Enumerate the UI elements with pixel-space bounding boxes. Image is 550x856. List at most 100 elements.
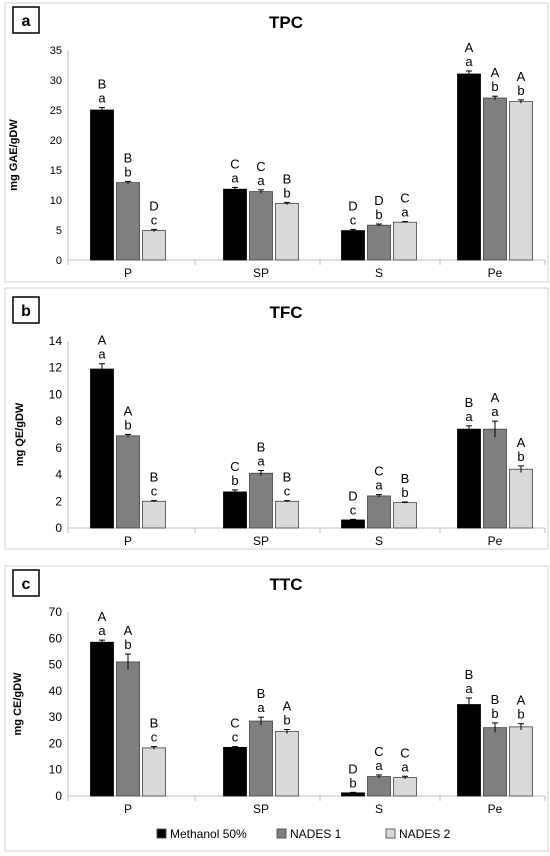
significance-letter-lower: c [232,730,239,745]
panel-label: b [21,303,31,320]
legend-swatch [276,828,287,839]
bar [249,191,273,261]
chart-title: TTC [269,575,302,594]
bar [367,224,391,261]
significance-letter-lower: c [151,484,158,499]
significance-letter-lower: b [283,185,290,200]
significance-letter-upper: C [256,159,265,174]
significance-letter-upper: D [149,198,158,213]
bar [275,203,299,261]
significance-letter-upper: C [400,745,409,760]
y-tick-label: 12 [49,361,63,375]
significance-letter-lower: b [491,706,498,721]
significance-letter-upper: B [401,471,410,486]
y-tick-label: 6 [55,441,62,455]
y-axis-label: mg GAE/gDW [8,119,20,191]
bar [116,661,140,797]
significance-letter-upper: D [348,488,357,503]
y-tick-label: 10 [50,195,62,207]
significance-letter-lower: c [350,212,357,227]
significance-letter-lower: b [124,418,131,433]
significance-letter-upper: C [374,464,383,479]
panel-label-box [12,296,40,324]
significance-letter-upper: A [517,693,526,708]
significance-letter-upper: D [348,198,357,213]
significance-letter-upper: A [491,390,500,405]
significance-letter-upper: C [374,744,383,759]
bar [483,97,507,261]
significance-letter-lower: a [257,700,265,715]
legend-swatch [385,828,396,839]
significance-letter-upper: A [283,698,292,713]
y-tick-label: 10 [49,387,63,401]
significance-letter-upper: B [283,171,292,186]
significance-letter-lower: a [98,347,106,362]
bar [90,641,114,797]
bar [90,368,114,529]
significance-letter-lower: b [124,164,131,179]
x-tick-label: S [375,266,383,280]
x-tick-label: P [124,802,132,816]
significance-letter-upper: C [230,156,239,171]
bar [367,776,391,797]
y-tick-label: 4 [55,468,62,482]
significance-letter-upper: D [374,193,383,208]
bar [457,704,481,797]
y-tick-label: 0 [55,789,62,803]
significance-letter-lower: b [349,775,356,790]
bar [223,491,247,529]
y-axis-label: mg CE/gDW [12,672,24,736]
y-tick-label: 35 [50,45,62,57]
significance-letter-lower: a [257,173,265,188]
bar [509,726,533,797]
bar [341,230,365,261]
significance-letter-lower: a [257,454,265,469]
significance-letter-upper: B [465,667,474,682]
chart-title: TPC [269,13,303,32]
bar [249,472,273,529]
significance-letter-upper: A [124,404,133,419]
bar [142,747,166,797]
significance-letter-upper: C [400,191,409,206]
x-tick-label: Pe [488,802,503,816]
x-tick-label: S [375,802,383,816]
bar [275,731,299,797]
significance-letter-upper: B [257,440,266,455]
significance-letter-lower: b [517,449,524,464]
significance-letter-lower: a [465,681,473,696]
significance-letter-lower: b [231,473,238,488]
y-tick-label: 0 [55,521,62,535]
y-tick-label: 30 [49,710,63,724]
x-tick-label: P [124,534,132,548]
bar [367,495,391,529]
y-tick-label: 0 [56,255,62,267]
significance-letter-lower: b [401,485,408,500]
y-tick-label: 20 [49,736,63,750]
y-tick-label: 15 [50,165,62,177]
significance-letter-lower: b [491,79,498,94]
panel-label-box [12,569,40,597]
y-axis-label: mg QE/gDW [14,402,26,466]
y-tick-label: 70 [49,605,63,619]
significance-letter-lower: c [284,484,291,499]
significance-letter-lower: b [124,637,131,652]
legend-swatch [156,828,167,839]
x-tick-label: P [124,266,132,280]
significance-letter-upper: A [517,435,526,450]
y-tick-label: 2 [55,494,62,508]
significance-letter-upper: B [150,716,159,731]
bar [90,109,114,261]
legend: Methanol 50% NADES 1 NADES 2 [156,827,451,841]
significance-letter-lower: c [350,502,357,517]
y-tick-label: 25 [50,105,62,117]
bar [457,73,481,261]
significance-letter-upper: A [517,69,526,84]
significance-letter-upper: A [124,623,133,638]
panel-label: c [22,576,31,593]
significance-letter-lower: a [375,758,383,773]
significance-letter-upper: B [491,692,500,707]
significance-letter-lower: a [465,54,473,69]
